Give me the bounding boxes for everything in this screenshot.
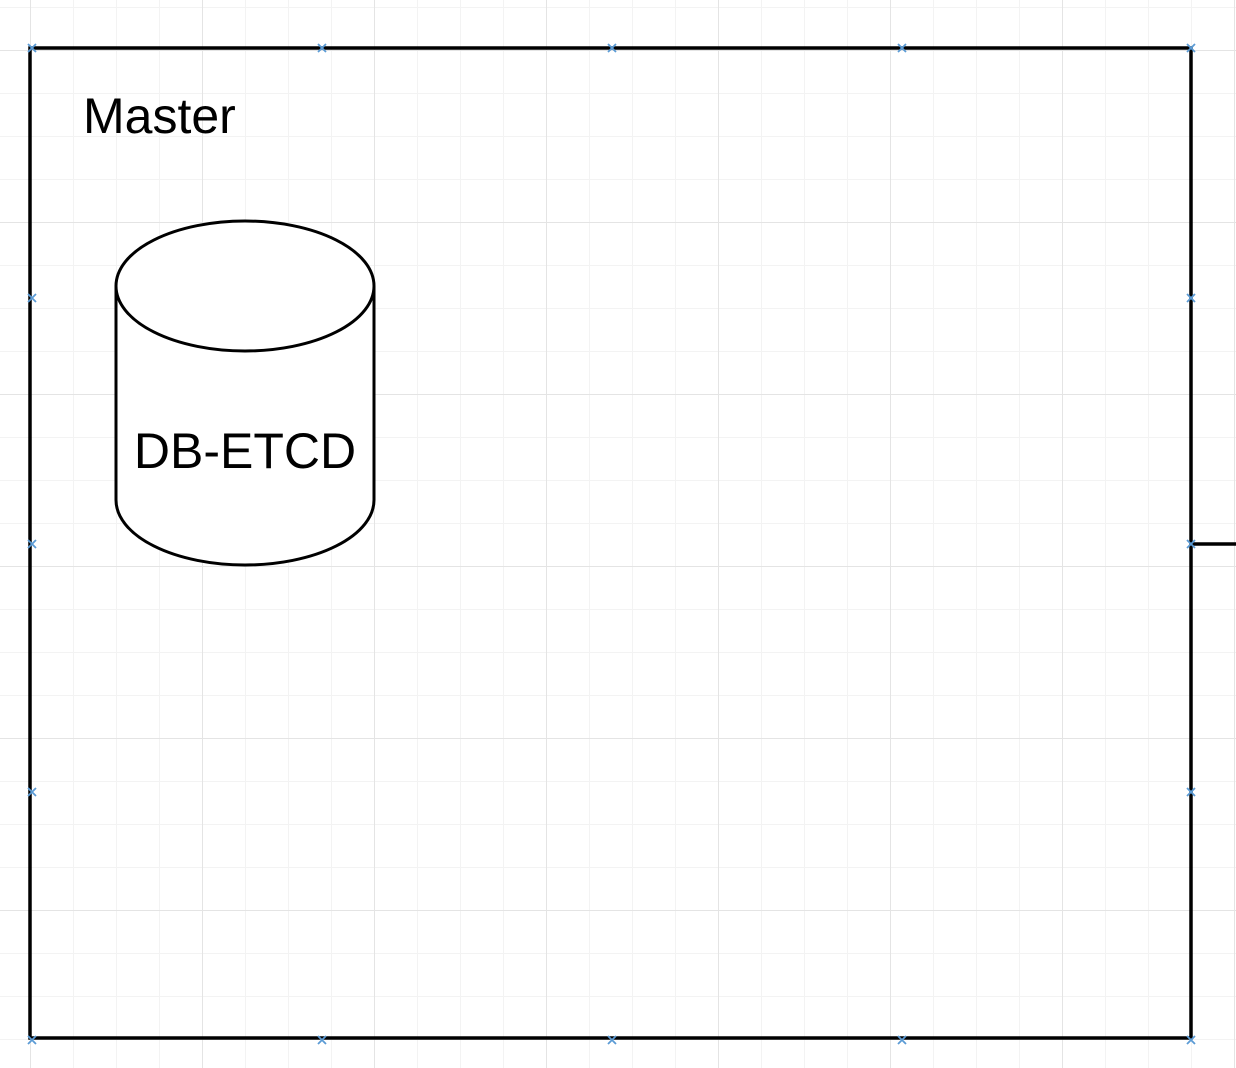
x-mark-icon[interactable] [27,539,37,549]
x-mark-icon[interactable] [1186,787,1196,797]
x-mark-icon[interactable] [897,1035,907,1045]
x-mark-icon[interactable] [27,43,37,53]
db-etcd-cylinder[interactable]: DB-ETCD [114,219,376,567]
x-mark-icon[interactable] [1186,293,1196,303]
x-mark-icon[interactable] [317,1035,327,1045]
cylinder-top[interactable] [114,219,376,353]
master-title: Master [83,88,236,144]
x-mark-icon[interactable] [1186,1035,1196,1045]
x-mark-icon[interactable] [607,1035,617,1045]
db-etcd-label: DB-ETCD [134,423,356,479]
x-mark-icon[interactable] [607,43,617,53]
x-mark-icon[interactable] [1186,43,1196,53]
cylinder-body[interactable] [114,286,376,567]
x-mark-icon[interactable] [27,1035,37,1045]
x-mark-icon[interactable] [1186,539,1196,549]
x-mark-icon[interactable] [897,43,907,53]
connection-points [27,43,1196,1045]
x-mark-icon[interactable] [27,787,37,797]
x-mark-icon[interactable] [27,293,37,303]
x-mark-icon[interactable] [317,43,327,53]
